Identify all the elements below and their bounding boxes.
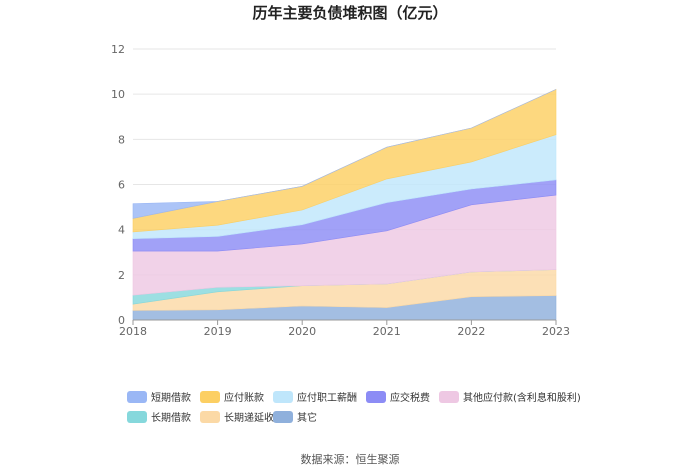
legend-swatch: [200, 391, 220, 403]
legend-item: 长期借款: [127, 411, 191, 424]
chart-title: 历年主要负债堆积图（亿元）: [252, 4, 447, 22]
legend-swatch: [127, 391, 147, 403]
legend-item: 应付账款: [200, 391, 264, 404]
legend-label: 其他应付款(含利息和股利): [463, 391, 581, 404]
legend-swatch: [366, 391, 386, 403]
y-tick-label: 10: [111, 88, 125, 101]
legend-label: 短期借款: [151, 391, 191, 404]
area-series-group: [132, 88, 557, 321]
area-短期借款: [132, 89, 557, 219]
y-tick-label: 2: [118, 269, 125, 282]
y-tick-label: 6: [118, 179, 125, 192]
x-tick-label: 2023: [542, 325, 570, 338]
legend-item: 应付职工薪酬: [273, 391, 357, 404]
y-tick-label: 12: [111, 43, 125, 56]
y-tick-label: 4: [118, 224, 125, 237]
legend-label: 应付职工薪酬: [297, 391, 357, 404]
legend-swatch: [273, 391, 293, 403]
legend-label: 长期借款: [151, 411, 191, 424]
legend-item: 应交税费: [366, 391, 430, 404]
legend-item: 其它: [273, 411, 317, 424]
legend-label: 应交税费: [390, 391, 430, 404]
legend-swatch: [273, 411, 293, 423]
y-tick-label: 0: [118, 314, 125, 327]
data-source: 数据来源：恒生聚源: [301, 452, 400, 466]
legend-swatch: [439, 391, 459, 403]
x-tick-label: 2019: [204, 325, 232, 338]
legend-item: 短期借款: [127, 391, 191, 404]
x-tick-label: 2020: [288, 325, 316, 338]
legend-label: 其它: [297, 411, 317, 424]
legend-label: 长期递延收益: [224, 411, 284, 424]
legend-swatch: [200, 411, 220, 423]
axes: 0 2 4 6 8 10 12 2018 2019 2020 2021 2022 2023: [111, 43, 570, 338]
legend-item: 其他应付款(含利息和股利): [439, 391, 581, 404]
x-tick-label: 2021: [373, 325, 401, 338]
legend-swatch: [127, 411, 147, 423]
legend-item: 长期递延收益: [200, 411, 284, 424]
legend: 短期借款 应付账款 应付职工薪酬 应交税费 其他应付款(含利息和股利) 长期借款 长期递延收…: [127, 391, 581, 424]
x-tick-label: 2018: [119, 325, 147, 338]
y-tick-label: 8: [118, 133, 125, 146]
x-tick-label: 2022: [457, 325, 485, 338]
legend-label: 应付账款: [224, 391, 264, 404]
